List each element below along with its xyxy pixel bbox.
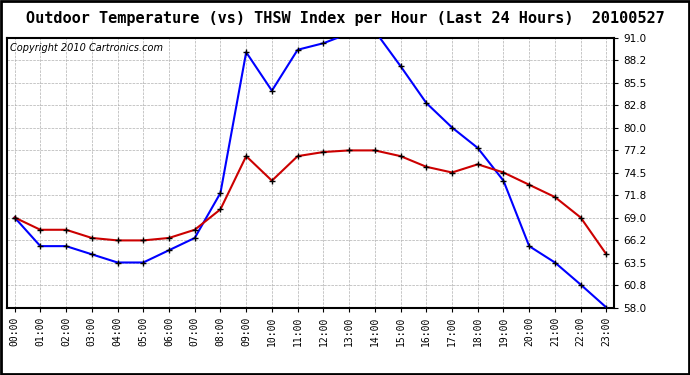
Text: Outdoor Temperature (vs) THSW Index per Hour (Last 24 Hours)  20100527: Outdoor Temperature (vs) THSW Index per …: [26, 11, 664, 26]
Text: Copyright 2010 Cartronics.com: Copyright 2010 Cartronics.com: [10, 43, 163, 53]
